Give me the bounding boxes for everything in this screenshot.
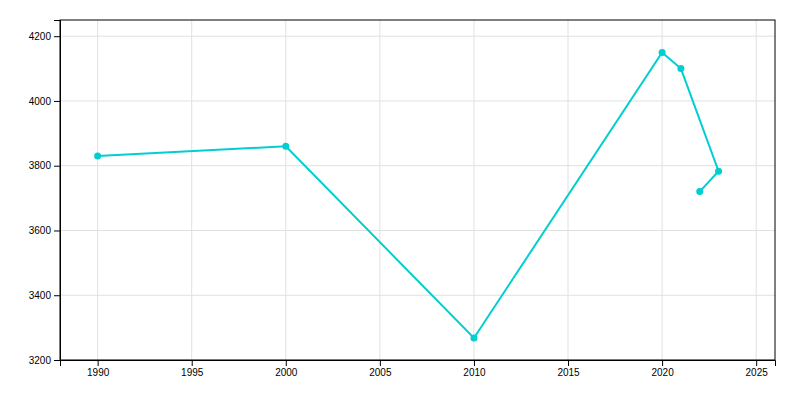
grid-line-y	[60, 230, 775, 231]
point	[470, 334, 477, 341]
x-tick-mark	[98, 360, 99, 366]
y-tick-label: 3200	[29, 355, 52, 366]
y-tick-mark	[54, 36, 60, 37]
grid-line-y	[60, 295, 775, 296]
y-tick-mark	[54, 295, 60, 296]
grid-line-x	[756, 20, 757, 360]
y-tick: 3800	[29, 160, 60, 171]
x-tick: 1995	[181, 360, 204, 378]
grid	[60, 20, 775, 360]
y-tick-label: 3600	[29, 225, 52, 236]
y-tick: 3600	[29, 225, 60, 236]
y-tick-label: 3400	[29, 290, 52, 301]
grid-line-x	[379, 20, 380, 360]
marks	[94, 49, 722, 342]
x-tick-label: 2015	[557, 367, 580, 378]
x-tick-mark	[192, 360, 193, 366]
grid-line-x	[473, 20, 474, 360]
plot-frame	[60, 20, 775, 360]
point	[677, 65, 684, 72]
y-axis-line	[54, 21, 61, 361]
y-tick-label: 4200	[29, 31, 52, 42]
chart: 1990 1995 2000 2005 2010 2015 2020 2025 3200 3400…	[0, 0, 800, 400]
y-tick: 3400	[29, 290, 60, 301]
x-tick-mark	[380, 360, 381, 366]
y-tick-label: 4000	[29, 96, 52, 107]
line	[98, 52, 719, 338]
x-tick-mark	[756, 360, 757, 366]
x-axis: 1990 1995 2000 2005 2010 2015 2020 2025	[61, 360, 776, 378]
x-tick-label: 2000	[275, 367, 298, 378]
y-tick: 4000	[29, 96, 60, 107]
y-tick-mark	[54, 360, 60, 361]
grid-line-x	[97, 20, 98, 360]
point	[659, 49, 666, 56]
y-tick: 4200	[29, 31, 60, 42]
grid-line-x	[662, 20, 663, 360]
x-tick: 1990	[87, 360, 110, 378]
x-axis-line	[61, 361, 776, 367]
x-tick-mark	[662, 360, 663, 366]
x-tick: 2005	[369, 360, 392, 378]
grid-line-y	[60, 36, 775, 37]
point	[282, 143, 289, 150]
plot: 1990 1995 2000 2005 2010 2015 2020 2025 3200 3400…	[29, 20, 776, 378]
x-tick: 2020	[651, 360, 674, 378]
x-tick-mark	[286, 360, 287, 366]
grid-line-x	[568, 20, 569, 360]
y-tick-mark	[54, 166, 60, 167]
x-tick-mark	[568, 360, 569, 366]
point	[94, 153, 101, 160]
y-tick-mark	[54, 101, 60, 102]
y-tick-mark	[54, 230, 60, 231]
x-tick-label: 1995	[181, 367, 204, 378]
grid-line-x	[191, 20, 192, 360]
x-tick-label: 2020	[651, 367, 674, 378]
y-tick: 3200	[29, 355, 60, 366]
x-tick-mark	[474, 360, 475, 366]
grid-line-y	[60, 165, 775, 166]
point	[715, 168, 722, 175]
point	[696, 188, 703, 195]
x-tick: 2015	[557, 360, 580, 378]
grid-line-x	[285, 20, 286, 360]
y-axis: 3200 3400 3600 3800 4000 4200	[29, 21, 61, 366]
y-tick-label: 3800	[29, 160, 52, 171]
grid-line-y	[60, 100, 775, 101]
x-tick: 2010	[463, 360, 486, 378]
x-tick-label: 2010	[463, 367, 486, 378]
x-tick-label: 1990	[87, 367, 110, 378]
x-tick-label: 2025	[746, 367, 769, 378]
x-tick: 2000	[275, 360, 298, 378]
x-tick: 2025	[746, 360, 769, 378]
x-tick-label: 2005	[369, 367, 392, 378]
